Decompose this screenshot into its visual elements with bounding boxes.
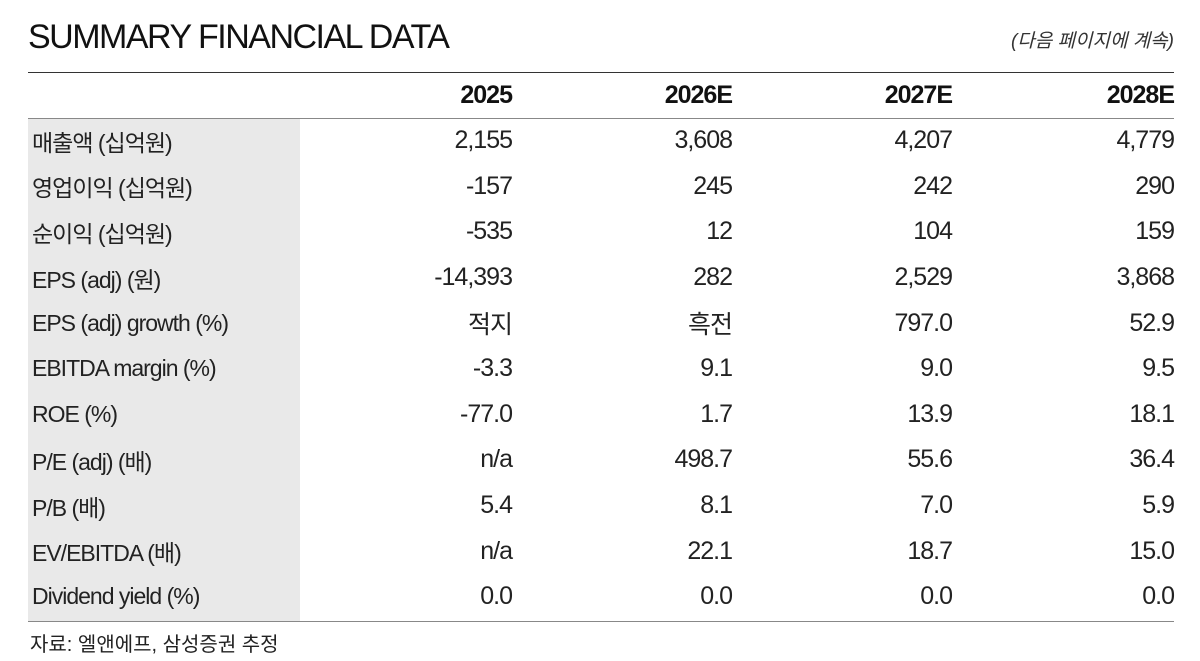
table-row: ROE (%) -77.0 1.7 13.9 18.1 <box>28 392 1175 438</box>
cell-value: 498.7 <box>674 445 733 474</box>
row-label: EPS (adj) (원) <box>32 266 161 293</box>
cell-value: 282 <box>693 263 733 292</box>
continue-note: (다음 페이지에 계속) <box>1010 31 1174 52</box>
cell-value: 5.9 <box>1142 491 1175 520</box>
top-rule <box>28 72 1174 73</box>
column-header-label <box>28 72 300 118</box>
cell-value: 797.0 <box>894 308 953 337</box>
cell-value: -14,393 <box>434 263 513 292</box>
cell-value: 8.1 <box>700 491 733 520</box>
cell-value: 1.7 <box>700 399 733 428</box>
page-title: SUMMARY FINANCIAL DATA <box>28 18 450 56</box>
cell-value: n/a <box>480 536 513 565</box>
cell-value: 242 <box>913 171 953 200</box>
header-rule <box>28 118 1174 119</box>
cell-value: 245 <box>693 171 733 200</box>
cell-value: 흑전 <box>687 311 733 340</box>
cell-value: 13.9 <box>907 399 953 428</box>
column-header-2027e: 2027E <box>884 80 953 109</box>
column-header-2026e: 2026E <box>664 80 733 109</box>
cell-value: 7.0 <box>920 491 953 520</box>
row-label: Dividend yield (%) <box>32 583 200 610</box>
table-row: P/B (배) 5.4 8.1 7.0 5.9 <box>28 483 1175 529</box>
cell-value: 12 <box>706 217 733 246</box>
cell-value: 2,155 <box>454 126 513 155</box>
source-note: 자료: 엘앤에프, 삼성증권 추정 <box>30 634 279 656</box>
table-row: P/E (adj) (배) n/a 498.7 55.6 36.4 <box>28 437 1175 483</box>
bottom-rule <box>28 621 1174 622</box>
row-label: EV/EBITDA (배) <box>32 540 182 567</box>
cell-value: 9.1 <box>700 354 733 383</box>
cell-value: n/a <box>480 445 513 474</box>
table-row: 순이익 (십억원) -535 12 104 159 <box>28 209 1175 255</box>
table-row: 매출액 (십억원) 2,155 3,608 4,207 4,779 <box>28 118 1175 164</box>
cell-value: -157 <box>465 171 513 200</box>
row-label: ROE (%) <box>32 400 118 427</box>
row-label: EBITDA margin (%) <box>32 355 217 382</box>
label-column-background <box>28 119 300 621</box>
cell-value: -77.0 <box>460 399 513 428</box>
cell-value: 3,608 <box>674 126 733 155</box>
table-row: EV/EBITDA (배) n/a 22.1 18.7 15.0 <box>28 528 1175 574</box>
cell-value: 18.7 <box>907 536 953 565</box>
row-label: 영업이익 (십억원) <box>32 175 193 202</box>
cell-value: -3.3 <box>472 354 513 383</box>
cell-value: 159 <box>1135 217 1175 246</box>
cell-value: 2,529 <box>894 263 953 292</box>
column-header-2028e: 2028E <box>1106 80 1175 109</box>
cell-value: 18.1 <box>1129 399 1175 428</box>
row-label: EPS (adj) growth (%) <box>32 309 229 336</box>
financial-summary-table: 2025 2026E 2027E 2028E 매출액 (십억원) 2,155 3… <box>28 72 1175 620</box>
cell-value: 0.0 <box>1142 582 1175 611</box>
cell-value: -535 <box>465 217 513 246</box>
cell-value: 9.5 <box>1142 354 1175 383</box>
table-row: EPS (adj) growth (%) 적지 흑전 797.0 52.9 <box>28 300 1175 346</box>
cell-value: 적지 <box>467 311 513 340</box>
cell-value: 104 <box>913 217 953 246</box>
cell-value: 4,779 <box>1116 126 1175 155</box>
cell-value: 3,868 <box>1116 263 1175 292</box>
table-row: EBITDA margin (%) -3.3 9.1 9.0 9.5 <box>28 346 1175 392</box>
cell-value: 55.6 <box>907 445 953 474</box>
cell-value: 4,207 <box>894 126 953 155</box>
cell-value: 52.9 <box>1129 308 1175 337</box>
header-row: 2025 2026E 2027E 2028E <box>28 72 1175 118</box>
row-label: P/B (배) <box>32 494 106 521</box>
row-label: P/E (adj) (배) <box>32 448 152 475</box>
table-row: EPS (adj) (원) -14,393 282 2,529 3,868 <box>28 255 1175 301</box>
cell-value: 22.1 <box>687 536 733 565</box>
row-label: 순이익 (십억원) <box>32 220 173 247</box>
cell-value: 15.0 <box>1129 536 1175 565</box>
cell-value: 9.0 <box>920 354 953 383</box>
cell-value: 0.0 <box>700 582 733 611</box>
row-label: 매출액 (십억원) <box>32 129 173 156</box>
cell-value: 0.0 <box>920 582 953 611</box>
table-row: Dividend yield (%) 0.0 0.0 0.0 0.0 <box>28 574 1175 620</box>
cell-value: 5.4 <box>480 491 513 520</box>
cell-value: 36.4 <box>1129 445 1175 474</box>
cell-value: 290 <box>1135 171 1175 200</box>
table-row: 영업이익 (십억원) -157 245 242 290 <box>28 164 1175 210</box>
cell-value: 0.0 <box>480 582 513 611</box>
column-header-2025: 2025 <box>460 80 513 109</box>
